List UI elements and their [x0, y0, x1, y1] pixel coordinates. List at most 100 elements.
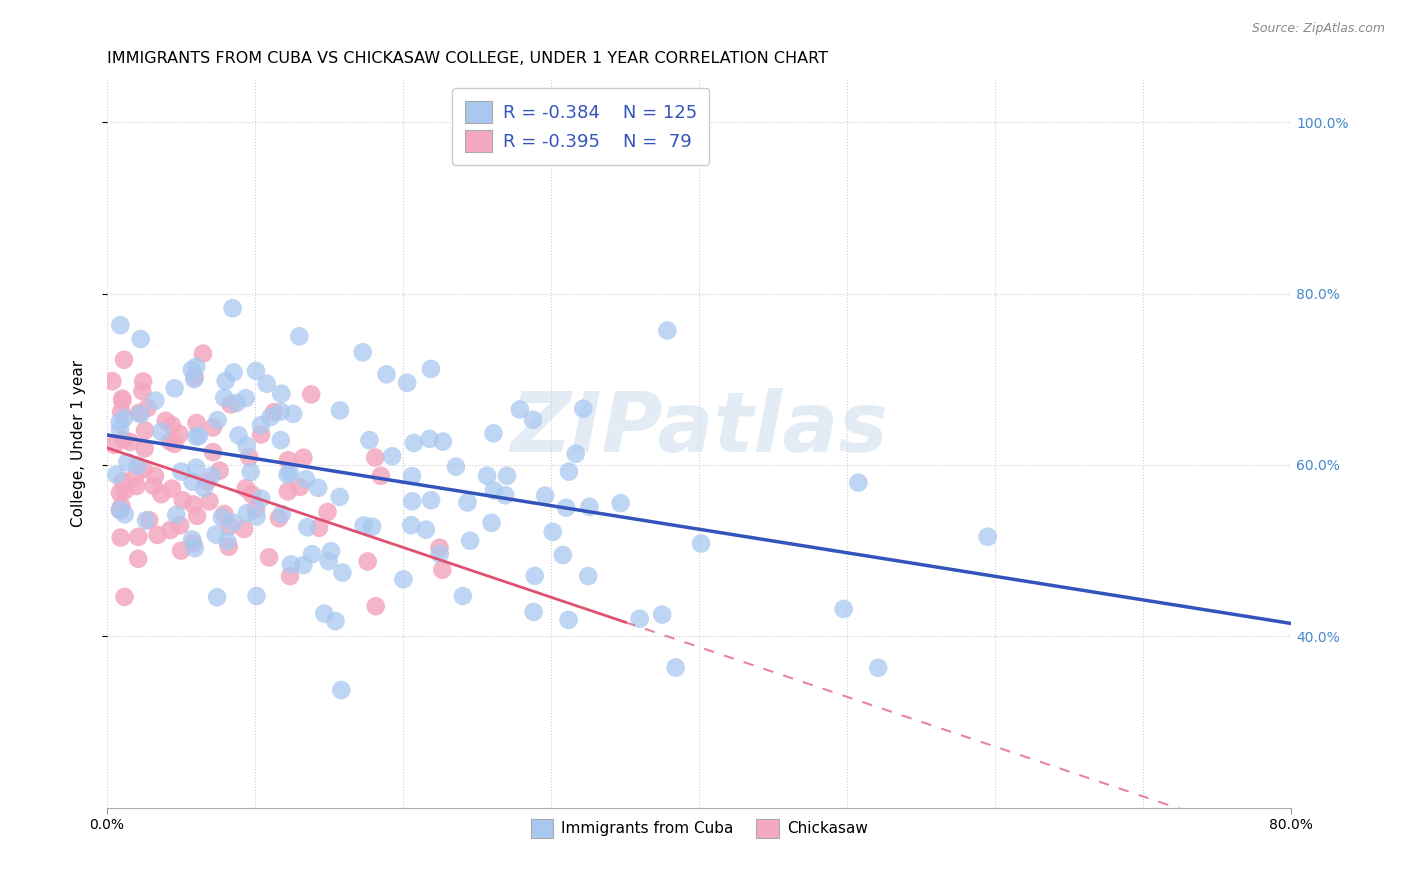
Point	[295, 472, 318, 486]
Point	[214, 507, 236, 521]
Point	[181, 475, 204, 489]
Point	[146, 528, 169, 542]
Point	[270, 386, 292, 401]
Point	[415, 523, 437, 537]
Point	[494, 488, 516, 502]
Point	[364, 599, 387, 614]
Point	[451, 589, 474, 603]
Point	[263, 405, 285, 419]
Point	[270, 404, 292, 418]
Point	[150, 487, 173, 501]
Point	[110, 405, 132, 419]
Point	[110, 318, 132, 333]
Point	[160, 418, 183, 433]
Point	[155, 414, 177, 428]
Legend: Immigrants from Cuba, Chickasaw: Immigrants from Cuba, Chickasaw	[524, 813, 875, 844]
Point	[657, 324, 679, 338]
Point	[143, 469, 166, 483]
Point	[186, 429, 208, 443]
Point	[277, 453, 299, 467]
Point	[180, 362, 202, 376]
Point	[172, 493, 194, 508]
Point	[534, 489, 557, 503]
Point	[432, 434, 454, 449]
Point	[432, 563, 454, 577]
Point	[110, 531, 132, 545]
Point	[111, 392, 134, 406]
Point	[325, 614, 347, 628]
Point	[219, 397, 242, 411]
Point	[392, 572, 415, 586]
Point	[245, 364, 267, 378]
Point	[301, 547, 323, 561]
Point	[419, 432, 441, 446]
Point	[457, 495, 479, 509]
Point	[163, 437, 186, 451]
Point	[222, 516, 245, 530]
Point	[186, 460, 208, 475]
Point	[246, 509, 269, 524]
Point	[105, 467, 128, 482]
Point	[401, 469, 423, 483]
Point	[481, 516, 503, 530]
Point	[292, 450, 315, 465]
Point	[523, 605, 546, 619]
Point	[359, 433, 381, 447]
Point	[329, 490, 352, 504]
Point	[181, 536, 204, 550]
Point	[288, 480, 311, 494]
Point	[222, 366, 245, 380]
Point	[169, 427, 191, 442]
Point	[352, 345, 374, 359]
Point	[217, 534, 239, 549]
Point	[558, 465, 581, 479]
Point	[239, 465, 262, 479]
Point	[218, 540, 240, 554]
Point	[134, 442, 156, 456]
Point	[142, 479, 165, 493]
Point	[280, 558, 302, 572]
Point	[108, 502, 131, 516]
Point	[181, 498, 204, 512]
Point	[308, 521, 330, 535]
Point	[184, 541, 207, 556]
Point	[250, 491, 273, 506]
Point	[193, 481, 215, 495]
Point	[848, 475, 870, 490]
Point	[429, 541, 451, 555]
Point	[138, 513, 160, 527]
Point	[832, 602, 855, 616]
Point	[238, 450, 260, 464]
Point	[297, 520, 319, 534]
Point	[399, 518, 422, 533]
Point	[124, 470, 146, 484]
Point	[170, 465, 193, 479]
Point	[201, 445, 224, 459]
Point	[316, 505, 339, 519]
Point	[191, 346, 214, 360]
Point	[299, 387, 322, 401]
Point	[555, 500, 578, 515]
Point	[292, 558, 315, 573]
Point	[381, 450, 404, 464]
Point	[509, 402, 531, 417]
Point	[357, 554, 380, 568]
Point	[187, 429, 209, 443]
Point	[370, 468, 392, 483]
Point	[114, 483, 136, 498]
Text: IMMIGRANTS FROM CUBA VS CHICKASAW COLLEGE, UNDER 1 YEAR CORRELATION CHART: IMMIGRANTS FROM CUBA VS CHICKASAW COLLEG…	[107, 51, 828, 66]
Text: Source: ZipAtlas.com: Source: ZipAtlas.com	[1251, 22, 1385, 36]
Point	[319, 544, 342, 558]
Point	[129, 332, 152, 346]
Point	[205, 591, 228, 605]
Point	[186, 508, 208, 523]
Point	[128, 406, 150, 420]
Point	[375, 368, 398, 382]
Point	[245, 502, 267, 516]
Point	[288, 329, 311, 343]
Point	[195, 475, 218, 489]
Point	[267, 511, 290, 525]
Point	[690, 536, 713, 550]
Y-axis label: College, Under 1 year: College, Under 1 year	[72, 360, 86, 527]
Point	[163, 381, 186, 395]
